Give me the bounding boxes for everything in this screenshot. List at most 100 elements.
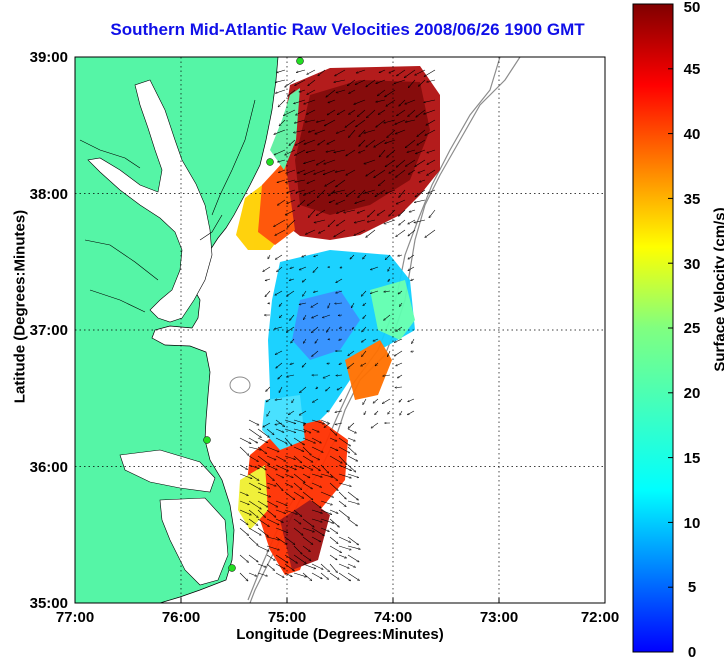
velocity-vector: [284, 455, 296, 460]
velocity-vector: [275, 455, 286, 462]
velocity-vector: [265, 290, 271, 297]
velocity-vector: [239, 437, 251, 444]
velocity-vector: [423, 109, 436, 114]
station-marker: [203, 436, 211, 444]
velocity-vector: [277, 199, 286, 206]
velocity-region-middle-east: [370, 280, 415, 340]
velocity-vector: [296, 189, 306, 193]
velocity-vector: [350, 302, 355, 308]
velocity-vector: [293, 129, 306, 133]
velocity-vector: [388, 278, 391, 282]
velocity-vector: [311, 446, 323, 453]
velocity-vector: [336, 209, 346, 213]
velocity-vector: [274, 129, 286, 134]
velocity-vector: [311, 518, 322, 522]
velocity-vector: [327, 139, 336, 145]
velocity-vector: [284, 509, 298, 514]
velocity-vector: [265, 278, 271, 281]
velocity-vector: [277, 159, 286, 162]
pamlico-sound: [159, 497, 229, 586]
velocity-vector: [354, 229, 366, 236]
x-tick-label: 74:00: [374, 609, 412, 626]
velocity-vector: [284, 437, 292, 446]
velocity-vector: [363, 314, 367, 319]
velocity-vector: [359, 139, 366, 147]
velocity-vector: [317, 189, 326, 198]
velocity-vector: [257, 572, 268, 576]
velocity-vector: [327, 363, 331, 364]
map-title: Southern Mid-Atlantic Raw Velocities 200…: [110, 20, 585, 39]
velocity-vector: [358, 189, 366, 198]
velocity-vector: [338, 509, 350, 519]
velocity-vector: [423, 99, 436, 102]
velocity-vector: [316, 209, 326, 217]
velocity-vector: [374, 169, 386, 179]
colorbar-tick-label: 5: [688, 579, 696, 596]
velocity-vector: [284, 419, 296, 424]
velocity-vector: [415, 159, 426, 167]
velocity-vector: [324, 119, 336, 127]
velocity-vector: [338, 572, 351, 582]
velocity-vector: [407, 410, 415, 416]
velocity-vector: [239, 491, 249, 496]
velocity-vector: [396, 159, 406, 167]
velocity-vector: [366, 109, 376, 118]
velocity-vector: [278, 169, 286, 173]
velocity-vector: [286, 326, 295, 333]
velocity-vector: [414, 199, 426, 202]
velocity-vector: [335, 179, 346, 188]
velocity-vector: [275, 509, 286, 513]
velocity-vector: [293, 455, 302, 463]
velocity-vector: [311, 563, 323, 570]
velocity-vector: [347, 79, 356, 87]
velocity-vector: [285, 179, 296, 183]
velocity-vector: [283, 109, 296, 116]
velocity-vector: [302, 491, 313, 500]
velocity-vector: [320, 500, 333, 505]
velocity-vector: [409, 209, 416, 212]
velocity-vector: [333, 229, 346, 238]
velocity-vector: [311, 572, 322, 580]
velocity-vector: [334, 69, 346, 77]
velocity-vector: [329, 455, 342, 464]
velocity-vector: [266, 500, 278, 508]
velocity-vector: [354, 219, 366, 223]
velocity-vector: [311, 314, 319, 319]
y-tick-label: 36:00: [30, 459, 68, 476]
velocity-vector: [257, 545, 269, 552]
velocity-vector: [248, 554, 258, 562]
velocity-vector: [347, 536, 359, 545]
velocity-vector: [257, 509, 266, 518]
velocity-region-south-dark: [280, 500, 330, 570]
velocity-vector: [320, 509, 332, 515]
velocity-vector: [284, 473, 293, 478]
velocity-vector: [273, 219, 286, 227]
velocity-vector: [329, 572, 339, 580]
velocity-vector: [279, 314, 283, 318]
velocity-vector: [316, 119, 326, 122]
velocity-vector: [257, 482, 270, 489]
velocity-vector: [302, 290, 307, 296]
velocity-vector: [395, 129, 406, 134]
velocity-vector: [318, 229, 326, 234]
velocity-vector: [299, 266, 307, 270]
velocity-vector: [348, 89, 356, 94]
velocity-vector: [302, 278, 307, 282]
velocity-vector: [311, 527, 325, 537]
velocity-vector: [266, 428, 274, 435]
velocity-vector: [266, 386, 271, 392]
velocity-vector: [320, 491, 334, 497]
velocity-vector: [298, 199, 306, 207]
velocity-vector: [339, 327, 343, 329]
velocity-vector: [364, 159, 376, 164]
velocity-vector: [275, 464, 289, 472]
velocity-vector: [303, 314, 307, 320]
velocity-vector: [311, 509, 323, 513]
velocity-vector: [366, 169, 376, 177]
velocity-vector: [257, 464, 267, 471]
velocity-vector: [348, 109, 356, 115]
velocity-vector: [275, 350, 283, 355]
velocity-vector: [275, 563, 285, 570]
velocity-vector: [311, 437, 322, 444]
velocity-vector: [248, 437, 258, 444]
